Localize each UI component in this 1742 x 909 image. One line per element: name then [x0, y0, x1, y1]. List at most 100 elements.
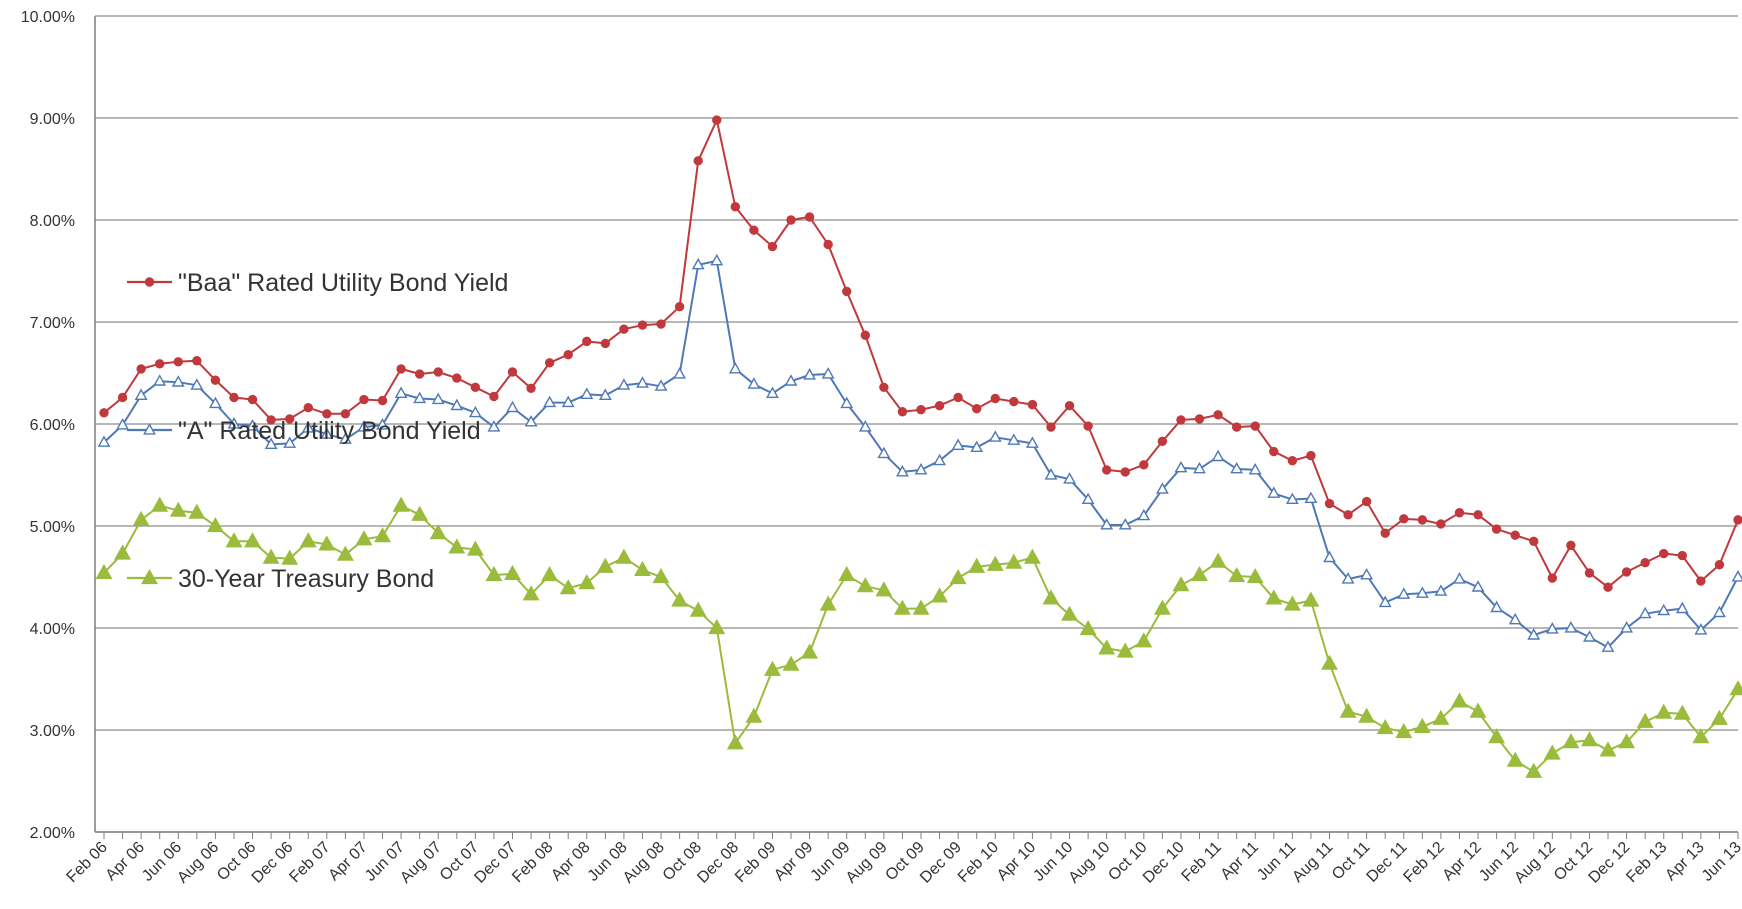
- x-tick-label: Apr 11: [1218, 839, 1263, 884]
- data-point: [433, 367, 443, 377]
- data-point: [153, 374, 167, 386]
- data-point: [821, 367, 835, 379]
- data-point: [414, 369, 425, 379]
- data-point: [1453, 572, 1466, 584]
- data-point: [1692, 728, 1710, 744]
- data-point: [988, 430, 1002, 442]
- data-point: [411, 505, 429, 521]
- data-point: [504, 564, 521, 580]
- data-point: [485, 565, 503, 582]
- legend-marker: [144, 277, 155, 287]
- data-point: [693, 156, 703, 166]
- data-point: [819, 595, 837, 611]
- data-point: [155, 359, 165, 369]
- data-point: [322, 409, 332, 419]
- data-point: [1042, 589, 1060, 605]
- y-tick-label: 2.00%: [30, 825, 75, 842]
- data-point: [712, 115, 722, 125]
- x-tick-label: Dec 07: [471, 839, 519, 887]
- data-point: [1713, 605, 1726, 618]
- data-point: [823, 239, 833, 250]
- data-point: [1527, 628, 1541, 640]
- data-point: [450, 398, 464, 411]
- data-point: [448, 538, 466, 554]
- data-point: [1696, 576, 1706, 586]
- data-point: [1636, 712, 1654, 728]
- data-point: [209, 396, 222, 409]
- data-point: [1213, 410, 1223, 420]
- data-point: [507, 367, 518, 377]
- data-point: [1209, 552, 1227, 568]
- data-point: [1677, 550, 1687, 561]
- data-point: [877, 446, 891, 459]
- legend-label: "A" Rated Utility Bond Yield: [178, 417, 481, 445]
- data-point: [671, 591, 689, 607]
- data-point: [561, 395, 575, 408]
- data-point: [619, 324, 629, 334]
- legend: "Baa" Rated Utility Bond Yield "A" Rated …: [127, 269, 508, 593]
- data-point: [767, 241, 778, 252]
- y-tick-label: 3.00%: [30, 723, 75, 740]
- data-point: [1640, 558, 1650, 568]
- data-point: [1321, 654, 1338, 670]
- data-point: [431, 392, 445, 405]
- data-point: [376, 418, 389, 430]
- data-point: [1621, 567, 1632, 577]
- data-point: [541, 565, 559, 582]
- data-point: [429, 524, 447, 540]
- data-point: [1673, 704, 1691, 720]
- data-point: [227, 417, 241, 429]
- data-point: [598, 388, 612, 400]
- data-point: [784, 374, 798, 386]
- data-point: [1116, 642, 1134, 658]
- data-point: [1191, 565, 1208, 582]
- data-point: [1302, 591, 1320, 607]
- data-point: [1694, 623, 1708, 635]
- data-point: [301, 421, 315, 433]
- y-tick-label: 7.00%: [30, 315, 75, 332]
- data-point: [377, 395, 388, 406]
- data-point: [1584, 568, 1595, 578]
- data-point: [262, 548, 280, 564]
- data-point: [320, 427, 334, 439]
- data-point: [934, 400, 945, 411]
- data-series: [95, 115, 1742, 778]
- data-point: [916, 405, 926, 415]
- data-point: [1415, 586, 1429, 598]
- data-point: [1564, 621, 1578, 633]
- data-point: [689, 601, 707, 617]
- data-point: [95, 563, 113, 579]
- series-a-rated-utility-bond-yield: [97, 253, 1742, 652]
- legend-entry-30-year-treasury-bond: 30-Year Treasury Bond: [127, 565, 434, 593]
- data-point: [691, 257, 705, 270]
- data-point: [1358, 707, 1376, 723]
- y-axis-tick-labels: 2.00% 3.00% 4.00% 5.00% 6.00% 7.00% 8.00% 9.00%…: [21, 9, 75, 842]
- data-point: [617, 378, 631, 390]
- data-point: [394, 386, 408, 398]
- data-point: [1413, 717, 1431, 733]
- data-point: [1620, 621, 1633, 633]
- data-point: [1506, 751, 1524, 767]
- y-tick-label: 8.00%: [30, 213, 75, 230]
- data-point: [1100, 518, 1114, 530]
- data-point: [468, 405, 482, 418]
- data-point: [355, 530, 373, 546]
- data-point: [1323, 550, 1336, 563]
- data-point: [114, 544, 132, 560]
- x-tick-label: Feb 12: [1400, 839, 1447, 886]
- data-point: [318, 535, 336, 551]
- data-point: [117, 392, 128, 403]
- data-point: [710, 253, 724, 266]
- data-point: [747, 377, 761, 389]
- data-point: [1471, 580, 1485, 592]
- data-point: [637, 320, 648, 330]
- data-point: [136, 364, 146, 374]
- data-point: [1157, 436, 1168, 447]
- data-point: [1101, 465, 1112, 475]
- x-tick-label: Feb 06: [64, 839, 111, 886]
- data-point: [1436, 519, 1446, 529]
- data-point: [582, 336, 592, 347]
- data-point: [1582, 630, 1596, 642]
- x-tick-label: Feb 08: [509, 839, 556, 886]
